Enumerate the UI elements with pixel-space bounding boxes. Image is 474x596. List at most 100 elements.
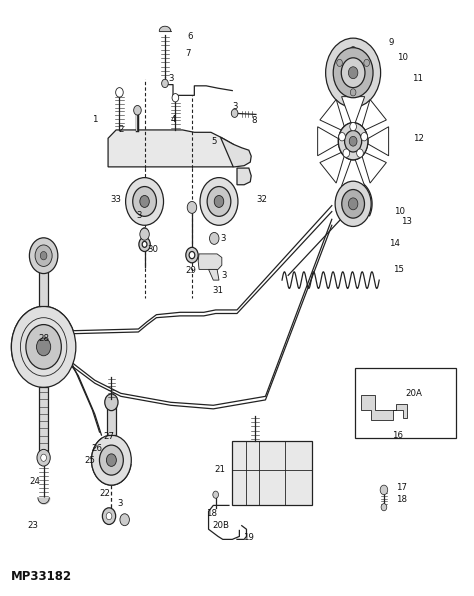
Text: 19: 19	[243, 533, 254, 542]
Polygon shape	[108, 130, 233, 167]
Circle shape	[116, 88, 123, 97]
Circle shape	[210, 232, 219, 244]
Polygon shape	[237, 168, 251, 185]
Circle shape	[326, 38, 381, 107]
Text: 25: 25	[84, 455, 95, 465]
Circle shape	[40, 252, 47, 260]
Circle shape	[338, 123, 368, 160]
Circle shape	[126, 178, 164, 225]
Text: 23: 23	[27, 521, 38, 530]
Bar	[39, 268, 48, 306]
Circle shape	[349, 136, 357, 146]
Circle shape	[348, 198, 358, 210]
Text: 7: 7	[185, 49, 191, 58]
Polygon shape	[362, 153, 386, 183]
Circle shape	[189, 252, 195, 259]
Text: 3: 3	[137, 211, 142, 221]
Circle shape	[186, 247, 198, 263]
Text: 5: 5	[211, 137, 217, 147]
Circle shape	[214, 195, 224, 207]
Circle shape	[172, 94, 179, 102]
Circle shape	[200, 178, 238, 225]
Text: 12: 12	[413, 134, 424, 143]
Polygon shape	[320, 153, 344, 183]
Polygon shape	[362, 100, 386, 130]
Text: 26: 26	[91, 443, 102, 453]
Circle shape	[348, 67, 358, 79]
Text: 21: 21	[214, 465, 225, 474]
Polygon shape	[198, 254, 222, 269]
Polygon shape	[320, 100, 344, 130]
Text: 18: 18	[396, 495, 407, 504]
Text: 20A: 20A	[405, 389, 422, 398]
Circle shape	[162, 79, 168, 88]
Text: 33: 33	[110, 195, 121, 204]
Text: 20B: 20B	[212, 521, 229, 530]
Text: 17: 17	[396, 483, 407, 492]
Bar	[232, 441, 312, 505]
Text: 1: 1	[92, 114, 98, 124]
Polygon shape	[318, 127, 338, 156]
Circle shape	[380, 485, 388, 495]
Bar	[355, 368, 456, 438]
Circle shape	[350, 122, 356, 131]
Circle shape	[356, 149, 363, 157]
Polygon shape	[220, 137, 251, 167]
Circle shape	[11, 306, 76, 387]
Circle shape	[37, 449, 50, 466]
Circle shape	[333, 48, 373, 98]
Circle shape	[139, 237, 150, 252]
Text: 2: 2	[118, 125, 124, 135]
Circle shape	[106, 454, 117, 466]
Bar	[107, 406, 116, 435]
Circle shape	[100, 445, 123, 475]
Text: 22: 22	[100, 489, 110, 498]
Text: 3: 3	[220, 234, 226, 243]
Text: 10: 10	[394, 207, 405, 216]
Circle shape	[338, 123, 368, 160]
Circle shape	[26, 325, 61, 369]
Circle shape	[140, 195, 149, 207]
Text: 15: 15	[393, 265, 404, 274]
Circle shape	[142, 241, 147, 247]
Text: 8: 8	[251, 116, 257, 125]
Circle shape	[345, 131, 362, 152]
Text: MP33182: MP33182	[10, 570, 72, 583]
Text: 9: 9	[389, 38, 394, 48]
Circle shape	[134, 105, 141, 115]
Circle shape	[106, 513, 112, 520]
Text: 30: 30	[147, 244, 158, 254]
Text: 16: 16	[392, 430, 403, 440]
Circle shape	[105, 394, 118, 411]
Polygon shape	[368, 127, 389, 156]
Circle shape	[350, 58, 356, 66]
Circle shape	[41, 454, 46, 461]
Text: 28: 28	[38, 334, 49, 343]
Circle shape	[140, 228, 149, 240]
Circle shape	[342, 190, 365, 218]
Text: 31: 31	[212, 286, 223, 296]
Text: 11: 11	[412, 74, 423, 83]
Circle shape	[341, 58, 365, 88]
Text: 3: 3	[118, 499, 123, 508]
Circle shape	[141, 228, 148, 237]
Circle shape	[213, 491, 219, 498]
Circle shape	[381, 504, 387, 511]
Text: 4: 4	[171, 114, 176, 124]
Circle shape	[343, 149, 350, 157]
Polygon shape	[342, 160, 365, 186]
Circle shape	[350, 89, 356, 96]
Text: 10: 10	[397, 53, 408, 63]
Text: 3: 3	[168, 74, 174, 83]
Circle shape	[36, 338, 51, 356]
Text: 14: 14	[389, 238, 400, 248]
Polygon shape	[342, 97, 365, 123]
Bar	[39, 387, 48, 456]
Circle shape	[133, 187, 156, 216]
Circle shape	[350, 46, 356, 54]
Text: 3: 3	[232, 101, 238, 111]
Text: 6: 6	[187, 32, 193, 42]
Text: 29: 29	[185, 266, 196, 275]
Circle shape	[339, 132, 346, 141]
Circle shape	[120, 514, 129, 526]
